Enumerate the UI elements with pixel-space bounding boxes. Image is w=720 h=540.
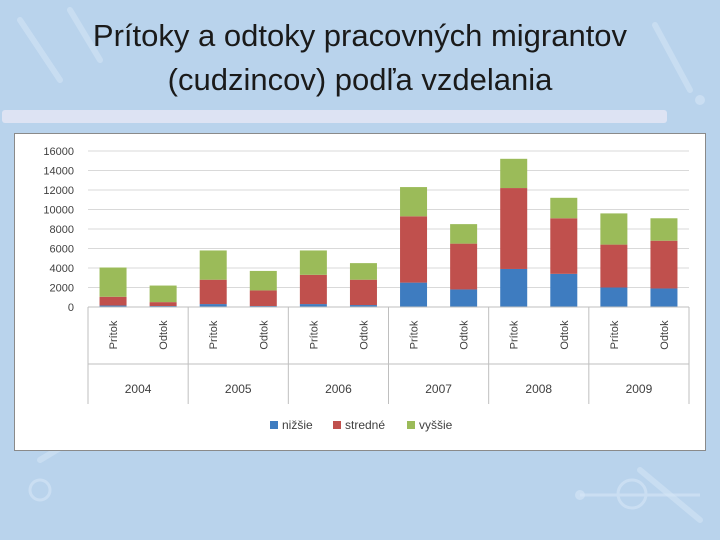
bar-segment — [249, 290, 277, 307]
y-tick-label: 14000 — [43, 166, 74, 178]
x-group-label: 2009 — [626, 382, 653, 396]
legend-swatch — [270, 421, 278, 429]
bar-segment — [349, 305, 377, 307]
legend-label: nižšie — [282, 418, 313, 432]
legend-swatch — [333, 421, 341, 429]
bar-segment — [500, 268, 528, 307]
y-tick-label: 8000 — [50, 224, 74, 236]
legend-label: stredné — [345, 418, 385, 432]
x-group-label: 2005 — [225, 382, 252, 396]
bar-segment — [600, 213, 628, 245]
bar-segment — [99, 296, 127, 306]
x-category-label: Odtok — [158, 320, 170, 350]
bar-segment — [199, 304, 227, 307]
bar-segment — [249, 270, 277, 291]
bar-segment — [349, 279, 377, 306]
x-category-label: Odtok — [258, 320, 270, 350]
title-line-2: (cudzincov) podľa vzdelania — [167, 62, 553, 97]
title-line-1: Prítoky a odtoky pracovných migrantov — [92, 18, 628, 53]
bar-segment — [299, 274, 327, 305]
x-category-label: Odtok — [559, 320, 571, 350]
bar-segment — [650, 288, 678, 307]
bar-segment — [149, 285, 177, 303]
x-category-label: Odtok — [459, 320, 471, 350]
bar-segment — [500, 158, 528, 189]
bar-segment — [450, 243, 478, 290]
bar-segment — [299, 250, 327, 275]
bar-segment — [400, 187, 428, 217]
bar-segment — [550, 197, 578, 219]
x-category-label: Prítok — [308, 320, 320, 349]
x-group-label: 2007 — [425, 382, 452, 396]
bar-segment — [400, 216, 428, 283]
bar-segment — [199, 250, 227, 280]
legend-swatch — [407, 421, 415, 429]
bar-segment — [650, 240, 678, 289]
y-tick-label: 12000 — [43, 185, 74, 197]
bar-segment — [600, 244, 628, 288]
y-tick-label: 16000 — [43, 146, 74, 158]
x-category-label: Prítok — [208, 320, 220, 349]
bar-segment — [400, 282, 428, 307]
legend-label: vyššie — [419, 418, 453, 432]
bar-segment — [550, 218, 578, 274]
x-category-label: Prítok — [409, 320, 421, 349]
x-group-label: 2006 — [325, 382, 352, 396]
title-underline-bar — [2, 110, 667, 123]
bar-segment — [450, 289, 478, 307]
bar-segment — [149, 302, 177, 307]
stacked-bar-chart: 0 2000 4000 6000 8000 10000 12000 14000 16000 Prí… — [43, 146, 690, 432]
bar-segment — [600, 287, 628, 307]
y-tick-label: 2000 — [50, 283, 74, 295]
bar-segment — [99, 305, 127, 307]
y-tick-label: 10000 — [43, 205, 74, 217]
x-category-label: Prítok — [108, 320, 120, 349]
x-category-label: Odtok — [358, 320, 370, 350]
x-group-label: 2004 — [125, 382, 152, 396]
bar-segment — [500, 188, 528, 269]
y-tick-label: 4000 — [50, 263, 74, 275]
bar-segment — [349, 263, 377, 280]
chart-frame: 0 2000 4000 6000 8000 10000 12000 14000 16000 Prí… — [14, 133, 706, 451]
x-category-label: Prítok — [509, 320, 521, 349]
y-tick-label: 0 — [68, 302, 74, 314]
bar-segment — [299, 304, 327, 307]
bar-segment — [550, 273, 578, 307]
x-category-label: Odtok — [659, 320, 671, 350]
bar-segment — [650, 218, 678, 241]
x-group-label: 2008 — [525, 382, 552, 396]
x-category-label: Prítok — [609, 320, 621, 349]
bar-segment — [450, 224, 478, 244]
bar-segment — [99, 267, 127, 297]
bar-segment — [199, 279, 227, 305]
slide-title: Prítoky a odtoky pracovných migrantov (c… — [0, 14, 720, 102]
y-tick-label: 6000 — [50, 244, 74, 256]
